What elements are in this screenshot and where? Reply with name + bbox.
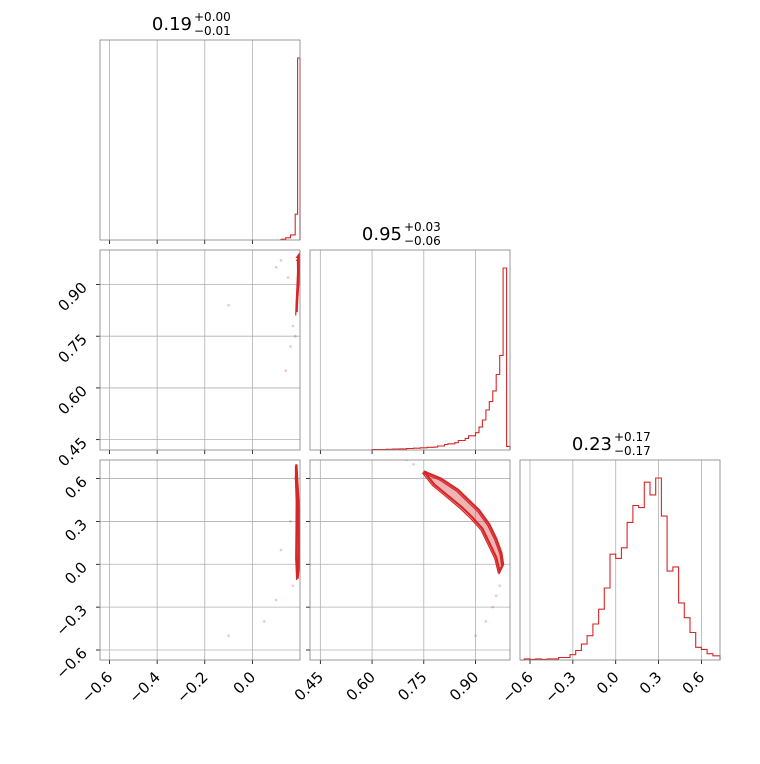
- x-tick-label: 0.0: [593, 668, 623, 698]
- contour-line-inner: [295, 256, 299, 316]
- panel-title-upper: +0.00: [194, 10, 231, 24]
- panel-title-value: 0.19: [152, 14, 192, 35]
- histogram-0: [280, 57, 301, 240]
- x-tick-label: 0.45: [291, 668, 327, 704]
- scatter-point: [284, 369, 288, 373]
- scatter-point: [412, 462, 415, 466]
- panel-title-lower: −0.06: [404, 234, 441, 248]
- panel-title-value: 0.23: [572, 434, 612, 455]
- panel-frame: [309, 249, 511, 451]
- y-tick-label: 0.3: [61, 516, 91, 546]
- y-tick-label: 0.45: [54, 434, 90, 470]
- panel-title-upper: +0.17: [614, 430, 651, 444]
- contour-layer: [227, 251, 300, 373]
- y-tick-label: 0.75: [54, 330, 90, 366]
- y-tick-label: −0.6: [52, 644, 90, 682]
- x-tick-label: 0.0: [230, 668, 260, 698]
- x-tick-label: −0.2: [173, 668, 211, 706]
- scatter-point: [289, 520, 292, 523]
- panel-frame: [99, 459, 301, 661]
- x-tick-label: 0.90: [446, 668, 482, 704]
- x-tick-label: −0.6: [498, 668, 536, 706]
- panel-1-0: [96, 249, 301, 454]
- x-tick-label: −0.6: [78, 668, 116, 706]
- panel-frame: [99, 39, 301, 241]
- scatter-point: [279, 548, 283, 552]
- panel-frame: [309, 459, 511, 661]
- contour-layer: [405, 460, 505, 638]
- scatter-point: [293, 334, 297, 338]
- scatter-point: [286, 276, 290, 279]
- panel-frame: [519, 459, 721, 661]
- x-tick-label: 0.60: [343, 668, 379, 704]
- contour-line-inner: [421, 472, 503, 575]
- panel-2-0: [96, 459, 301, 664]
- panel-0-0: 0.19 +0.00−0.01: [99, 10, 301, 244]
- y-tick-label: 0.60: [54, 382, 90, 418]
- scatter-point: [227, 303, 230, 307]
- histogram-2: [520, 477, 721, 661]
- panel-title-upper: +0.03: [404, 220, 441, 234]
- x-tick-label: 0.75: [394, 668, 430, 704]
- x-tick-label: 0.6: [679, 668, 709, 698]
- scatter-point: [491, 605, 495, 609]
- x-tick-label: −0.3: [541, 668, 579, 706]
- scatter-point: [227, 634, 230, 638]
- panel-title-lower: −0.01: [194, 24, 231, 38]
- histogram-1: [371, 267, 511, 451]
- panel-title-value: 0.95: [362, 224, 402, 245]
- panel-2-2: 0.23 +0.17−0.17: [519, 430, 721, 664]
- y-tick-label: 0.6: [61, 473, 91, 503]
- x-tick-label: 0.3: [636, 668, 666, 698]
- contour-layer: [227, 464, 300, 638]
- contour-line-inner: [294, 465, 300, 581]
- scatter-point: [474, 634, 477, 638]
- scatter-point: [279, 258, 283, 262]
- panel-frame: [99, 249, 301, 451]
- scatter-point: [498, 584, 502, 588]
- contour-line: [422, 470, 505, 575]
- scatter-point: [289, 345, 292, 348]
- y-tick-label: −0.3: [52, 601, 90, 639]
- y-tick-label: 0.90: [54, 279, 90, 315]
- panel-2-1: [306, 459, 511, 664]
- panel-1-1: 0.95 +0.03−0.06: [309, 220, 511, 454]
- x-tick-label: −0.4: [125, 668, 163, 706]
- scatter-point: [274, 265, 278, 269]
- scatter-point: [274, 598, 278, 602]
- panel-title-lower: −0.17: [614, 444, 651, 458]
- scatter-point: [494, 594, 498, 598]
- scatter-point: [262, 620, 266, 623]
- y-tick-label: 0.0: [61, 558, 91, 588]
- scatter-point: [291, 584, 295, 588]
- scatter-point: [291, 324, 295, 328]
- scatter-point: [484, 620, 488, 623]
